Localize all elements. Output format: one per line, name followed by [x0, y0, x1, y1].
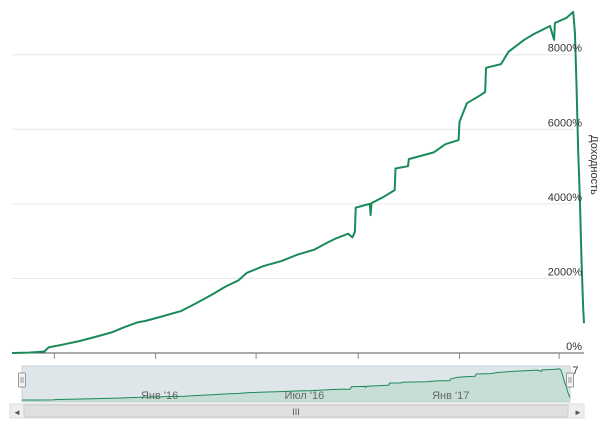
- navigator-label: Янв '16: [141, 390, 178, 402]
- y-tick-label: 8000%: [548, 43, 582, 55]
- series-line: [11, 10, 585, 354]
- y-axis: 0% 2000% 4000% 6000% 8000%: [548, 43, 582, 353]
- navigator-area: [22, 368, 570, 402]
- navigator-label: Янв '17: [432, 390, 469, 402]
- navigator-handle-left[interactable]: [18, 372, 26, 388]
- navigator[interactable]: Янв '16 Июл '16 Янв '17: [18, 365, 574, 403]
- scrollbar[interactable]: III ◄ ►: [9, 403, 585, 419]
- navigator-series-line: [22, 368, 571, 401]
- y-tick-label: 6000%: [548, 117, 582, 129]
- y-axis-title: Доходность: [588, 135, 598, 195]
- navigator-handle-right[interactable]: [566, 372, 574, 388]
- grid-lines: [12, 54, 584, 354]
- scroll-right-arrow[interactable]: ►: [574, 408, 582, 417]
- plot-area: [11, 10, 585, 354]
- navigator-label: Июл '16: [284, 390, 324, 402]
- y-tick-label: 2000%: [548, 266, 582, 278]
- scroll-left-arrow[interactable]: ◄: [13, 408, 21, 417]
- scrollbar-thumb[interactable]: [23, 404, 569, 418]
- scrollbar-grip: III: [292, 407, 300, 417]
- y-tick-label: 0%: [566, 341, 582, 353]
- y-tick-label: 4000%: [548, 192, 582, 204]
